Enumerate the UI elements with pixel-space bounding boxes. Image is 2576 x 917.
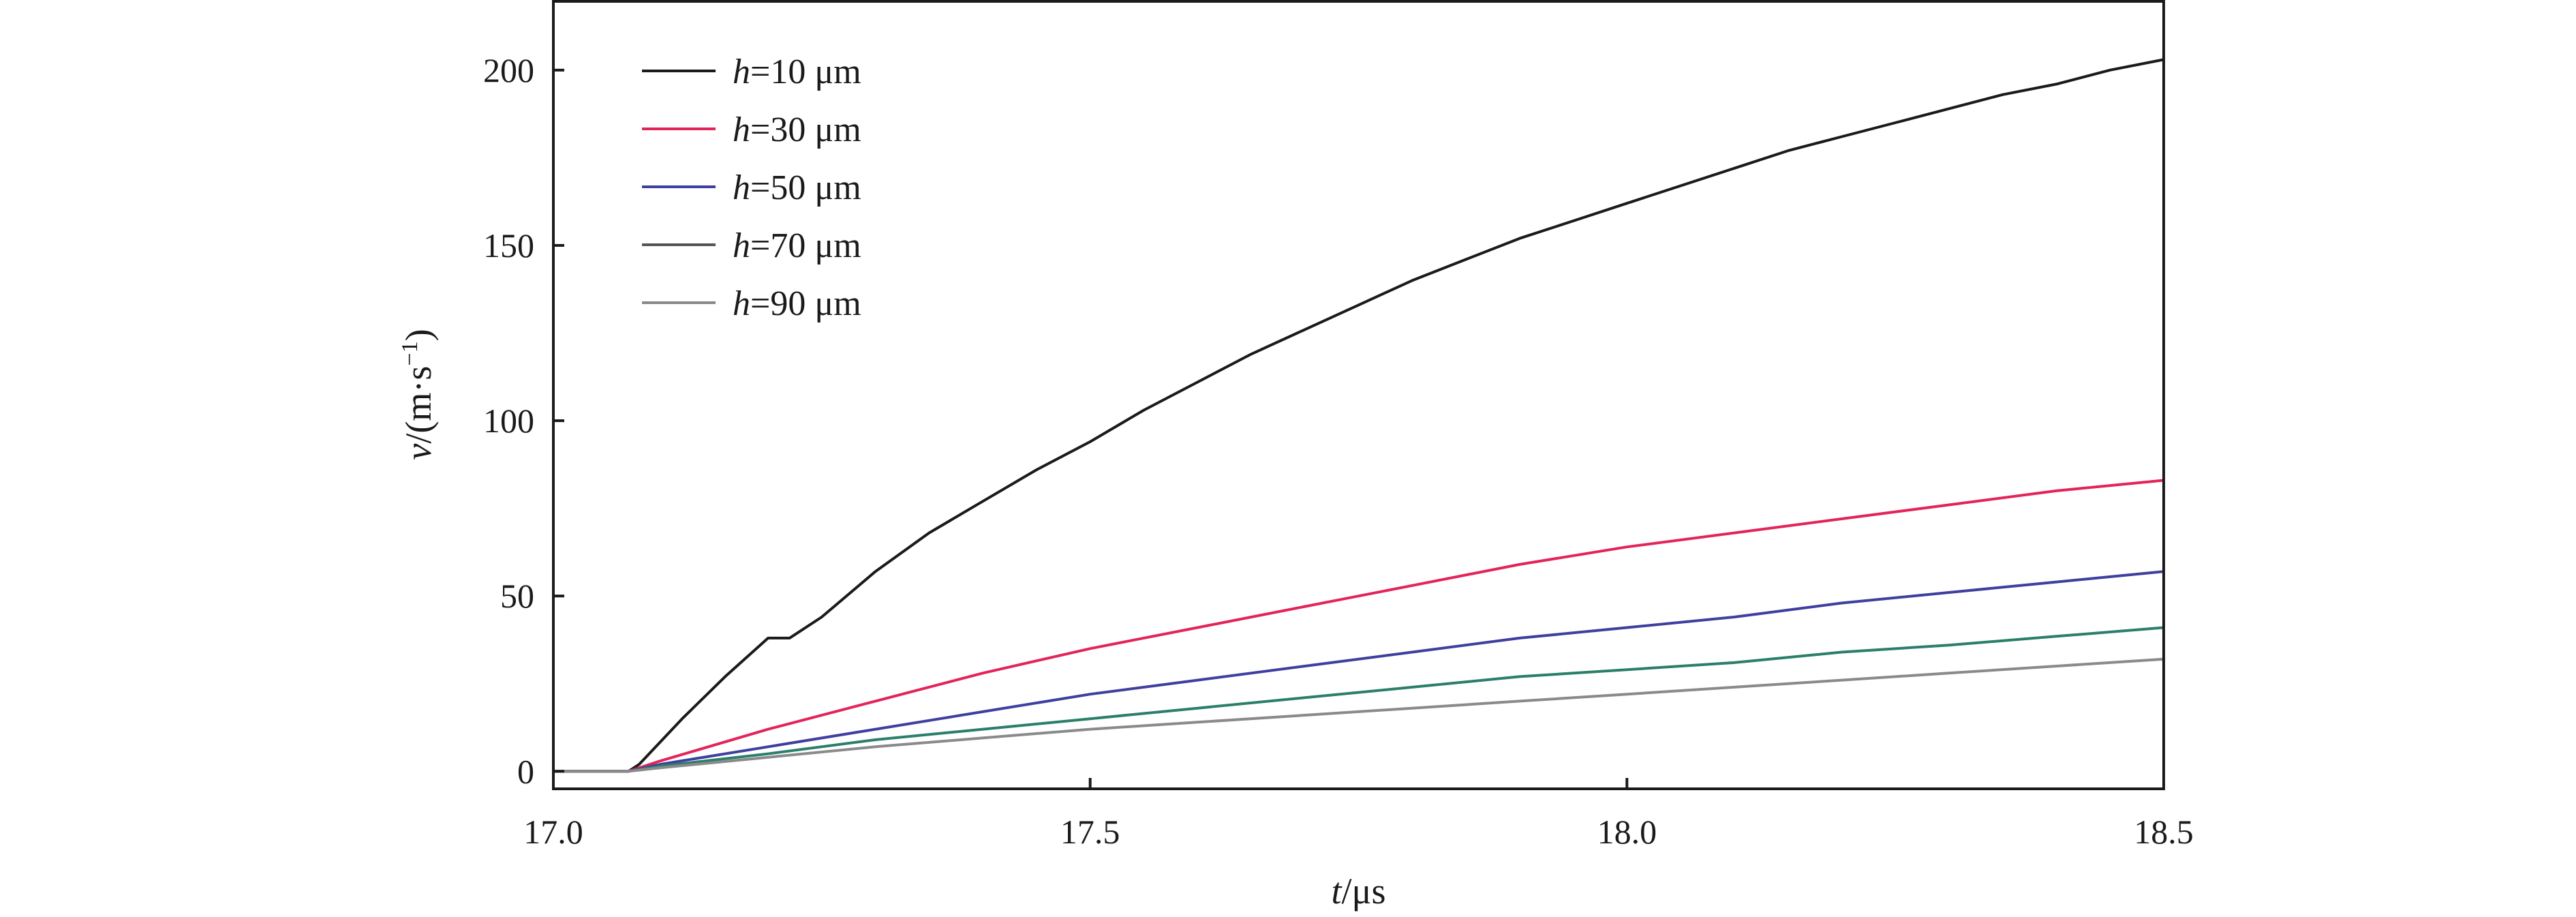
legend-entry-label: h=30 μm	[733, 110, 861, 149]
x-tick-label: 18.0	[1597, 813, 1657, 851]
legend-entry-label: h=90 μm	[733, 284, 861, 323]
legend: h=10 μm h=30 μm h=50 μm h=70 μm h=90 μm	[642, 52, 861, 323]
y-axis-label-var: v	[398, 444, 439, 460]
legend-entry-label: h=70 μm	[733, 226, 861, 265]
legend-entry-label: h=50 μm	[733, 168, 861, 207]
legend-entry-label: h=10 μm	[733, 52, 861, 91]
series-line-5	[553, 657, 2164, 773]
x-tick-label: 17.0	[523, 813, 583, 851]
y-axis: 0 50 100 150 200	[483, 51, 564, 790]
series-line-2	[553, 479, 2164, 773]
y-axis-label: v/(m·s−1)	[397, 329, 439, 460]
y-tick-label: 0	[517, 752, 534, 790]
x-axis-label-unit: /μs	[1342, 871, 1386, 912]
x-axis-label: t/μs	[1332, 871, 1386, 912]
series-lines	[553, 58, 2164, 773]
y-tick-label: 200	[483, 51, 534, 89]
y-axis-label-close: )	[398, 329, 439, 341]
y-axis-label-unit: /(m·s	[398, 366, 439, 444]
series-line-4	[553, 626, 2164, 773]
y-tick-label: 50	[500, 577, 534, 615]
y-axis-label-sup: −1	[397, 341, 423, 365]
y-tick-label: 100	[483, 402, 534, 440]
x-tick-label: 18.5	[2134, 813, 2194, 851]
x-axis: 17.0 17.5 18.0 18.5	[523, 778, 2194, 851]
x-axis-label-var: t	[1332, 871, 1343, 912]
x-tick-label: 17.5	[1060, 813, 1120, 851]
series-line-1	[553, 58, 2164, 773]
y-tick-label: 150	[483, 226, 534, 265]
series-line-3	[553, 570, 2164, 773]
plot-frame	[552, 0, 2165, 790]
